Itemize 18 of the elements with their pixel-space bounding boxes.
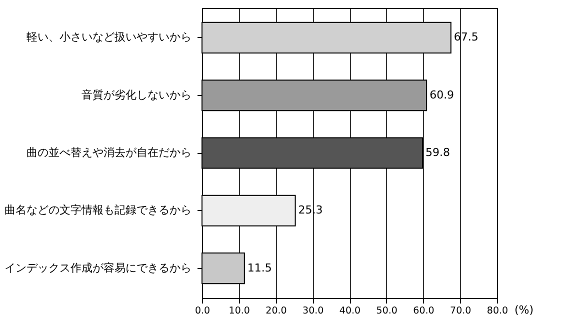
x-tick-label: 80.0 <box>486 306 508 316</box>
y-tick-label: インデックス作成が容易にできるから <box>4 261 192 274</box>
data-label: 11.5 <box>247 261 272 274</box>
data-label: 59.8 <box>426 146 450 159</box>
y-tick-label: 曲名などの文字情報も記録できるから <box>4 204 192 217</box>
x-axis-title: (%) <box>514 304 534 316</box>
x-tick-label: 60.0 <box>413 306 434 316</box>
x-tick-label: 10.0 <box>228 306 250 316</box>
x-tick-label: 30.0 <box>302 306 324 316</box>
x-tick-label: 40.0 <box>339 306 361 316</box>
y-tick-label: 曲の並べ替えや消去が自在だから <box>26 146 192 159</box>
data-label: 60.9 <box>430 88 454 102</box>
x-tick-label: 50.0 <box>376 306 398 316</box>
y-tick-label: 音質が劣化しないから <box>82 88 192 102</box>
x-tick-label: 0.0 <box>194 306 210 316</box>
y-tick-label: 軽い、小さいなど扱いやすいから <box>26 30 192 44</box>
x-tick-label: 70.0 <box>450 306 472 316</box>
x-tick-label: 20.0 <box>266 306 287 316</box>
